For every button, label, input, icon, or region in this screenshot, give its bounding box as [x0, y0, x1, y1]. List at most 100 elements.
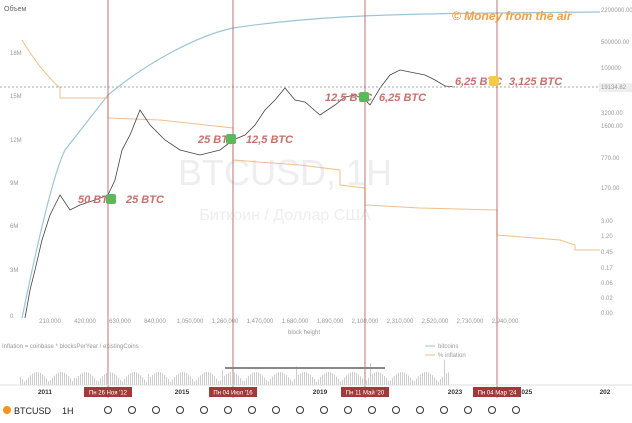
volume-bar [108, 372, 109, 385]
volume-bar [388, 380, 389, 385]
block-tick-label: 420,000 [74, 319, 96, 325]
volume-bar [152, 374, 153, 385]
volume-bar [410, 377, 411, 385]
volume-bar [422, 373, 423, 385]
volume-bar [104, 374, 105, 385]
tool-icon[interactable] [320, 406, 328, 414]
volume-bar [362, 378, 363, 385]
volume-bar [382, 374, 383, 385]
volume-bar [316, 381, 317, 385]
tool-icon[interactable] [368, 406, 376, 414]
volume-bar [408, 375, 409, 385]
volume-bar [84, 372, 85, 385]
volume-bar [174, 377, 175, 385]
tool-icon[interactable] [200, 406, 208, 414]
tool-icon[interactable] [128, 406, 136, 414]
volume-bar [296, 366, 297, 385]
tool-icon[interactable] [392, 406, 400, 414]
volume-bar [426, 372, 427, 385]
volume-bar [210, 372, 211, 385]
tool-icon[interactable] [416, 406, 424, 414]
volume-bar [352, 372, 353, 385]
tool-icon[interactable] [296, 406, 304, 414]
volume-bar [198, 377, 199, 385]
volume-bar [374, 372, 375, 385]
volume-bar [32, 373, 33, 385]
volume-bar [260, 373, 261, 385]
volume-bar [432, 375, 433, 385]
volume-bar [394, 376, 395, 385]
volume-bar [46, 378, 47, 385]
volume-bar [424, 372, 425, 385]
volume-bar [68, 376, 69, 385]
volume-bar [256, 372, 257, 385]
volume-bar [212, 374, 213, 385]
tool-icon[interactable] [272, 406, 280, 414]
volume-bar [102, 376, 103, 385]
tool-icon[interactable] [464, 406, 472, 414]
volume-bar [340, 381, 341, 385]
volume-bar [164, 374, 165, 385]
volume-bar [106, 372, 107, 385]
tool-icon[interactable] [440, 406, 448, 414]
volume-bar [124, 378, 125, 385]
tool-icon[interactable] [152, 406, 160, 414]
toolbar-interval[interactable]: 1H [62, 406, 74, 416]
volume-bar [86, 372, 87, 385]
volume-bar [278, 372, 279, 385]
volume-bar [178, 373, 179, 385]
volume-bar [54, 375, 55, 385]
left-tick-label: 0 [10, 314, 14, 320]
right-tick-label: 170.00 [601, 186, 620, 192]
volume-bar [446, 373, 447, 385]
formula: Inflation = coinbase * blocksPerYear / e… [2, 344, 139, 350]
volume-bar [354, 372, 355, 385]
block-tick-label: 1,260,000 [212, 319, 239, 325]
volume-bar [348, 373, 349, 385]
toolbar-symbol[interactable]: BTCUSD [14, 406, 52, 416]
tool-icon[interactable] [248, 406, 256, 414]
volume-bar [214, 376, 215, 385]
volume-bar [302, 372, 303, 385]
volume-bar [162, 373, 163, 385]
volume-bar [332, 373, 333, 385]
volume-bar [292, 381, 293, 385]
volume-bar [60, 372, 61, 385]
block-tick-label: 2,520,000 [422, 319, 449, 325]
volume-bar [270, 378, 271, 385]
right-tick-label: 1.20 [601, 234, 613, 240]
volume-bar [448, 372, 449, 385]
volume-bar [442, 376, 443, 385]
volume-bar [150, 376, 151, 385]
volume-bar [146, 381, 147, 385]
tool-icon[interactable] [344, 406, 352, 414]
right-tick-label: 1600.00 [601, 124, 623, 130]
volume-bar [350, 372, 351, 385]
volume-bar [224, 375, 225, 385]
time-tick-label: 2011 [38, 389, 52, 396]
volume-bar [300, 373, 301, 385]
tool-icon[interactable] [224, 406, 232, 414]
volume-bar [318, 379, 319, 385]
date-marker: Пн 11 Май '20 [346, 390, 385, 397]
volume-bar [130, 373, 131, 385]
volume-bar [428, 372, 429, 385]
volume-bar [44, 376, 45, 385]
volume-bar [114, 373, 115, 385]
tool-icon[interactable] [488, 406, 496, 414]
volume-bars [20, 360, 449, 385]
tool-icon[interactable] [176, 406, 184, 414]
volume-bar [238, 375, 239, 385]
volume-bar [338, 378, 339, 385]
brand: © Money from the air [452, 9, 573, 23]
tool-icon[interactable] [104, 406, 112, 414]
volume-bar [52, 377, 53, 385]
volume-bar [308, 373, 309, 385]
volume-bar [324, 373, 325, 385]
halving-to: 3,125 BTC [509, 76, 563, 88]
left-tick-label: 15M [10, 94, 22, 100]
volume-bar [250, 374, 251, 385]
volume-bar [304, 372, 305, 385]
time-tick-label: 202 [600, 389, 611, 396]
tool-icon[interactable] [512, 406, 520, 414]
